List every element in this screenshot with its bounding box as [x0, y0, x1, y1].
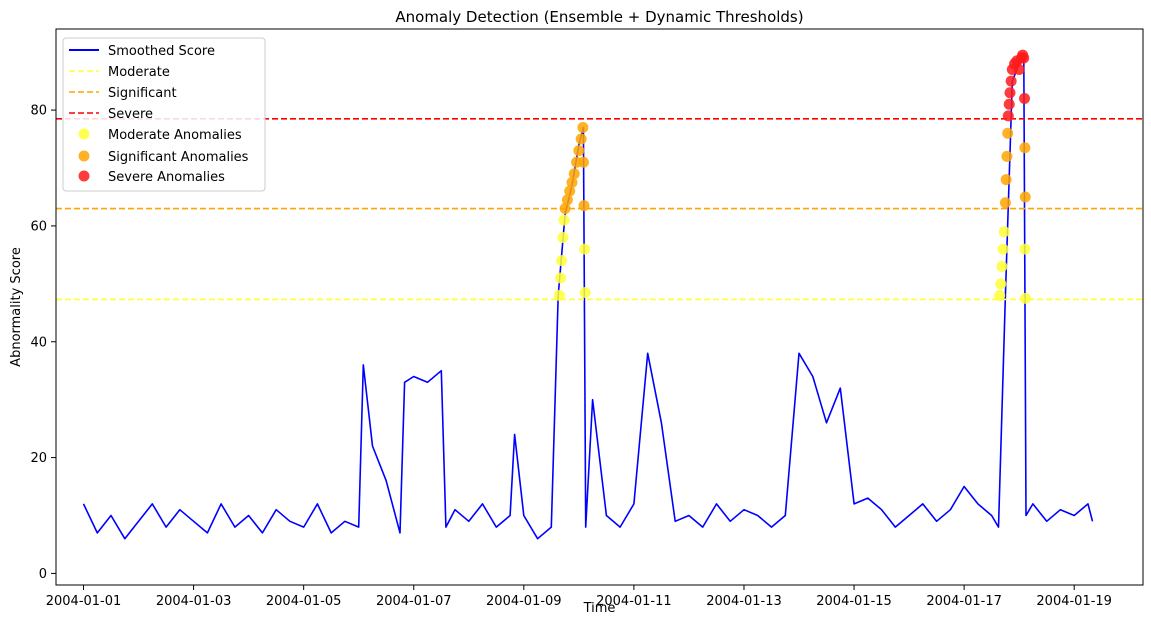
anomaly-point-significant-anomalies	[577, 121, 589, 133]
anomaly-point-moderate-anomalies	[557, 232, 569, 243]
x-tick-label: 2004-01-15	[816, 594, 892, 609]
anomaly-point-moderate-anomalies	[555, 272, 567, 284]
anomaly-point-moderate-anomalies	[998, 226, 1010, 238]
anomaly-point-significant-anomalies	[1000, 174, 1012, 186]
anomaly-point-moderate-anomalies	[996, 260, 1008, 272]
anomaly-point-significant-anomalies	[564, 185, 576, 197]
anomaly-point-moderate-anomalies	[994, 289, 1006, 301]
legend-label-severe-anomalies: Severe Anomalies	[108, 170, 225, 185]
plot-layer	[56, 49, 1143, 540]
anomaly-point-significant-anomalies	[1019, 142, 1031, 154]
legend-marker-significant-anomalies	[78, 150, 90, 162]
y-axis-label: Abnormality Score	[9, 247, 24, 367]
y-tick-label: 80	[30, 104, 47, 119]
legend-label-significant-anomalies: Significant Anomalies	[108, 150, 249, 165]
anomaly-point-severe-anomalies	[1018, 52, 1030, 64]
x-tick-label: 2004-01-03	[156, 594, 232, 609]
anomaly-point-significant-anomalies	[577, 156, 589, 168]
legend-box	[62, 37, 266, 192]
anomaly-point-moderate-anomalies	[558, 214, 570, 226]
x-tick-label: 2004-01-09	[486, 594, 562, 609]
anomaly-point-severe-anomalies	[1019, 93, 1031, 104]
anomaly-point-significant-anomalies	[568, 168, 580, 180]
plot-frame	[55, 28, 1144, 586]
anomaly-point-moderate-anomalies	[1019, 243, 1031, 255]
anomaly-point-severe-anomalies	[1003, 98, 1015, 110]
anomaly-point-severe-anomalies	[1013, 64, 1025, 76]
legend: Smoothed Score Moderate Significant Seve…	[62, 37, 266, 192]
x-tick-label: 2004-01-07	[376, 594, 452, 609]
y-tick-label: 0	[39, 567, 47, 582]
anomaly-point-moderate-anomalies	[997, 243, 1009, 255]
x-tick-label: 2004-01-11	[596, 594, 672, 609]
anomaly-point-moderate-anomalies	[579, 287, 591, 299]
x-tick-label: 2004-01-17	[926, 594, 1002, 609]
axis-ticks: 2004-01-01 2004-01-03 2004-01-05 2004-01-07…	[30, 104, 1112, 609]
anomaly-point-significant-anomalies	[1002, 127, 1014, 139]
x-tick-label: 2004-01-05	[266, 594, 342, 609]
y-tick-label: 40	[30, 335, 47, 350]
legend-label-severe: Severe	[108, 107, 153, 122]
anomaly-point-significant-anomalies	[1001, 150, 1013, 162]
y-tick-label: 60	[30, 219, 47, 234]
legend-label-smoothed: Smoothed Score	[108, 44, 215, 59]
anomaly-point-moderate-anomalies	[995, 278, 1007, 290]
anomaly-point-significant-anomalies	[559, 203, 571, 215]
anomaly-point-severe-anomalies	[1005, 75, 1017, 87]
anomaly-point-significant-anomalies	[1019, 191, 1031, 203]
legend-marker-moderate-anomalies	[78, 128, 90, 140]
x-tick-label: 2004-01-01	[46, 594, 122, 609]
anomaly-point-significant-anomalies	[999, 197, 1011, 209]
x-axis-label: Time	[583, 601, 616, 616]
anomaly-point-moderate-anomalies	[553, 289, 565, 301]
anomaly-point-severe-anomalies	[1004, 87, 1016, 99]
x-tick-label: 2004-01-19	[1036, 594, 1112, 609]
legend-label-significant: Significant	[108, 86, 177, 101]
legend-label-moderate-anomalies: Moderate Anomalies	[108, 128, 242, 143]
anomaly-point-severe-anomalies	[1002, 110, 1014, 122]
chart-title: Anomaly Detection (Ensemble + Dynamic Th…	[395, 8, 803, 26]
anomaly-point-significant-anomalies	[578, 200, 590, 212]
anomaly-point-significant-anomalies	[573, 145, 585, 157]
anomaly-point-moderate-anomalies	[1019, 292, 1031, 304]
legend-label-moderate: Moderate	[108, 65, 170, 80]
x-tick-label: 2004-01-13	[706, 594, 782, 609]
y-tick-label: 20	[30, 451, 47, 466]
legend-marker-severe-anomalies	[78, 170, 90, 182]
anomaly-point-significant-anomalies	[561, 194, 573, 206]
anomaly-point-significant-anomalies	[566, 176, 578, 188]
anomaly-point-moderate-anomalies	[556, 255, 568, 267]
anomaly-point-moderate-anomalies	[579, 243, 591, 255]
anomaly-point-significant-anomalies	[575, 133, 587, 145]
